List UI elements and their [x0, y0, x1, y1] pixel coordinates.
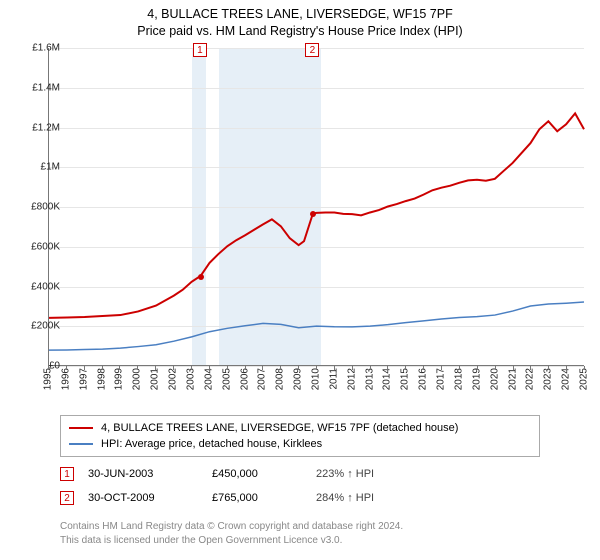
x-axis-tick: 2003 — [185, 368, 196, 390]
legend-swatch — [69, 427, 93, 429]
y-axis-tick: £600K — [16, 241, 60, 252]
sale-price: £450,000 — [212, 468, 302, 480]
sale-pct: 284% ↑ HPI — [316, 492, 374, 504]
title-line-2: Price paid vs. HM Land Registry's House … — [137, 24, 462, 38]
title-line-1: 4, BULLACE TREES LANE, LIVERSEDGE, WF15 … — [147, 7, 452, 21]
x-axis-tick: 2015 — [400, 368, 411, 390]
chart-svg — [49, 48, 584, 365]
x-axis-tick: 2011 — [328, 368, 339, 390]
x-axis-tick: 2004 — [203, 368, 214, 390]
sale-pct: 223% ↑ HPI — [316, 468, 374, 480]
y-axis-tick: £1M — [16, 162, 60, 173]
sale-date: 30-JUN-2003 — [88, 468, 198, 480]
sale-row: 2 30-OCT-2009 £765,000 284% ↑ HPI — [60, 486, 540, 510]
x-axis-tick: 2020 — [489, 368, 500, 390]
attribution: Contains HM Land Registry data © Crown c… — [60, 520, 540, 547]
plot-area — [48, 48, 584, 366]
sale-dot — [198, 274, 204, 280]
y-axis-tick: £1.6M — [16, 43, 60, 54]
y-axis-tick: £1.4M — [16, 82, 60, 93]
x-axis-tick: 2007 — [257, 368, 268, 390]
sale-marker-icon: 1 — [60, 467, 74, 481]
sale-date: 30-OCT-2009 — [88, 492, 198, 504]
attribution-line-2: This data is licensed under the Open Gov… — [60, 535, 342, 546]
x-axis-tick: 2000 — [132, 368, 143, 390]
series-price_paid — [49, 113, 584, 317]
legend-swatch — [69, 443, 93, 445]
x-axis-tick: 2025 — [579, 368, 590, 390]
x-axis-tick: 2002 — [168, 368, 179, 390]
x-axis-tick: 2001 — [150, 368, 161, 390]
legend-label: HPI: Average price, detached house, Kirk… — [101, 438, 322, 450]
legend-label: 4, BULLACE TREES LANE, LIVERSEDGE, WF15 … — [101, 422, 458, 434]
sale-dot — [310, 211, 316, 217]
x-axis-tick: 2012 — [346, 368, 357, 390]
y-axis-tick: £400K — [16, 281, 60, 292]
chart-container: 4, BULLACE TREES LANE, LIVERSEDGE, WF15 … — [0, 0, 600, 560]
x-axis-tick: 1995 — [43, 368, 54, 390]
x-axis-tick: 2018 — [453, 368, 464, 390]
x-axis-tick: 2013 — [364, 368, 375, 390]
x-axis-tick: 2024 — [561, 368, 572, 390]
legend-item: HPI: Average price, detached house, Kirk… — [69, 436, 531, 452]
sale-price: £765,000 — [212, 492, 302, 504]
x-axis-tick: 2010 — [311, 368, 322, 390]
y-axis-tick: £1.2M — [16, 122, 60, 133]
series-hpi — [49, 302, 584, 350]
y-axis-tick: £200K — [16, 321, 60, 332]
x-axis-tick: 2022 — [525, 368, 536, 390]
x-axis-tick: 2021 — [507, 368, 518, 390]
sales-list: 1 30-JUN-2003 £450,000 223% ↑ HPI 2 30-O… — [60, 462, 540, 510]
x-axis-tick: 2023 — [543, 368, 554, 390]
attribution-line-1: Contains HM Land Registry data © Crown c… — [60, 521, 403, 532]
x-axis-tick: 1998 — [96, 368, 107, 390]
sale-marker-icon: 2 — [60, 491, 74, 505]
sale-marker-icon: 1 — [193, 43, 207, 57]
x-axis-tick: 1999 — [114, 368, 125, 390]
x-axis-tick: 2006 — [239, 368, 250, 390]
x-axis-tick: 2016 — [418, 368, 429, 390]
x-axis-tick: 2017 — [436, 368, 447, 390]
x-axis-tick: 2005 — [221, 368, 232, 390]
y-axis-tick: £800K — [16, 202, 60, 213]
sale-row: 1 30-JUN-2003 £450,000 223% ↑ HPI — [60, 462, 540, 486]
x-axis-tick: 2014 — [382, 368, 393, 390]
x-axis-tick: 1996 — [60, 368, 71, 390]
legend: 4, BULLACE TREES LANE, LIVERSEDGE, WF15 … — [60, 415, 540, 457]
sale-marker-icon: 2 — [305, 43, 319, 57]
x-axis-tick: 1997 — [78, 368, 89, 390]
legend-item: 4, BULLACE TREES LANE, LIVERSEDGE, WF15 … — [69, 420, 531, 436]
x-axis-tick: 2008 — [275, 368, 286, 390]
chart-title: 4, BULLACE TREES LANE, LIVERSEDGE, WF15 … — [0, 0, 600, 40]
x-axis-tick: 2009 — [293, 368, 304, 390]
x-axis-tick: 2019 — [471, 368, 482, 390]
